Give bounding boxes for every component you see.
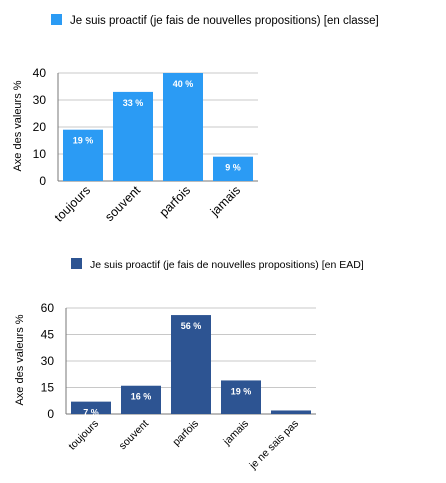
y-tick-label: 30 — [33, 93, 47, 107]
bars — [71, 315, 311, 414]
y-tick-label: 15 — [41, 381, 55, 395]
bar-toujours — [63, 129, 103, 181]
y-tick-label: 45 — [41, 328, 55, 342]
data-label: 56 % — [181, 321, 202, 331]
y-tick-labels: 0 10 20 30 40 — [33, 66, 47, 188]
legend-label-en-classe: Je suis proactif (je fais de nouvelles p… — [70, 15, 379, 27]
data-label: 9 % — [225, 163, 241, 173]
category-label: souvent — [102, 183, 143, 224]
y-tick-label: 0 — [39, 174, 46, 188]
data-label: 19 % — [231, 386, 252, 396]
data-label: 7 % — [83, 408, 99, 418]
bars — [63, 73, 253, 181]
data-label: 40 % — [173, 79, 194, 89]
chart-en-ead: Je suis proactif (je fais de nouvelles p… — [14, 258, 364, 472]
bar-parfois — [163, 73, 203, 181]
category-label: toujours — [52, 183, 93, 224]
y-tick-label: 20 — [33, 120, 47, 134]
category-label: je ne sais pas — [247, 418, 302, 473]
chart-en-classe: Je suis proactif (je fais de nouvelles p… — [12, 14, 379, 225]
y-tick-labels: 0 15 30 45 60 — [41, 301, 55, 421]
bar-je-ne-sais-pas — [271, 410, 311, 414]
legend-swatch-en-classe — [51, 14, 62, 25]
bar-jamais — [213, 156, 253, 181]
y-axis-title: Axe des valeurs % — [14, 314, 26, 405]
bar-toujours — [71, 401, 111, 414]
bar-parfois — [171, 315, 211, 414]
category-labels: toujours souvent parfois jamais — [52, 183, 243, 225]
category-label: parfois — [157, 183, 193, 219]
category-label: toujours — [66, 418, 101, 453]
bar-souvent — [113, 91, 153, 181]
category-label: jamais — [220, 418, 251, 449]
y-tick-label: 30 — [41, 354, 55, 368]
data-labels: 7 % 16 % 56 % 19 % — [83, 321, 251, 418]
y-tick-label: 10 — [33, 147, 47, 161]
category-label: souvent — [117, 418, 152, 453]
legend-label-en-ead: Je suis proactif (je fais de nouvelles p… — [90, 259, 364, 271]
bar-souvent — [121, 385, 161, 414]
data-label: 19 % — [73, 136, 94, 146]
bar-jamais — [221, 380, 261, 414]
legend-swatch-en-ead — [71, 258, 82, 269]
data-label: 16 % — [131, 392, 152, 402]
category-label: jamais — [207, 183, 243, 219]
category-label: parfois — [170, 418, 201, 449]
data-label: 33 % — [123, 98, 144, 108]
y-tick-label: 60 — [41, 301, 55, 315]
y-tick-label: 0 — [47, 407, 54, 421]
y-tick-label: 40 — [33, 66, 47, 80]
data-labels: 19 % 33 % 40 % 9 % — [73, 79, 241, 173]
y-axis-title: Axe des valeurs % — [12, 80, 24, 171]
